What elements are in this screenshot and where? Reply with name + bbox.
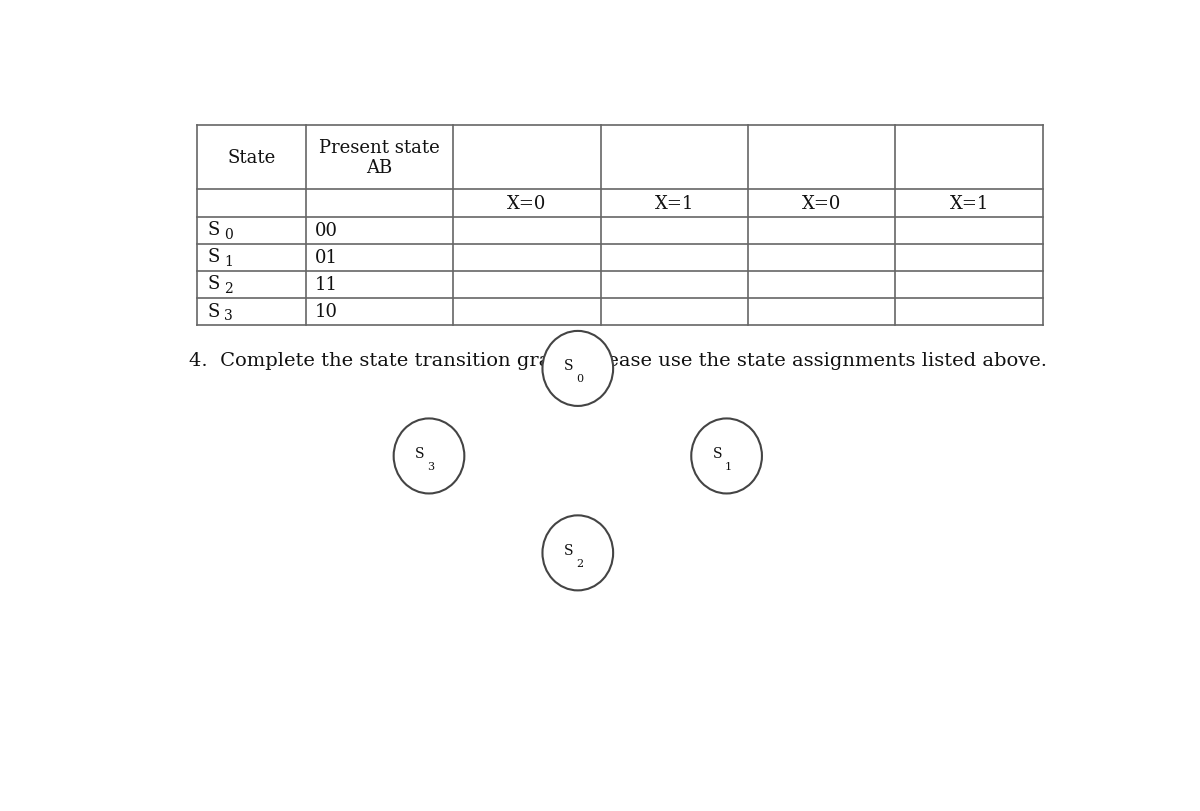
Text: 4.  Complete the state transition graph. Please use the state assignments listed: 4. Complete the state transition graph. … — [190, 351, 1048, 370]
Text: 1: 1 — [224, 255, 233, 268]
Text: X=0: X=0 — [802, 195, 841, 212]
Ellipse shape — [394, 419, 464, 494]
Text: S: S — [208, 275, 220, 293]
Text: S: S — [208, 248, 220, 266]
Text: X=1: X=1 — [949, 195, 989, 212]
Text: 0: 0 — [224, 228, 233, 242]
Text: 2: 2 — [576, 558, 583, 569]
Text: X=1: X=1 — [655, 195, 694, 212]
Text: 01: 01 — [316, 249, 338, 267]
Text: X=0: X=0 — [508, 195, 547, 212]
Text: 11: 11 — [316, 276, 338, 294]
Text: S: S — [564, 358, 574, 373]
Ellipse shape — [542, 516, 613, 590]
Ellipse shape — [691, 419, 762, 494]
Text: 2: 2 — [224, 281, 233, 295]
Text: S: S — [713, 446, 722, 461]
Text: 1: 1 — [725, 461, 732, 471]
Text: S: S — [208, 303, 220, 320]
Ellipse shape — [542, 332, 613, 406]
Text: Present state
AB: Present state AB — [319, 139, 440, 177]
Text: 0: 0 — [576, 374, 583, 384]
Text: S: S — [208, 221, 220, 239]
Text: S: S — [415, 446, 425, 461]
Text: 00: 00 — [316, 221, 338, 240]
Text: 10: 10 — [316, 303, 338, 320]
Text: S: S — [564, 543, 574, 557]
Text: 3: 3 — [224, 308, 233, 323]
Text: 3: 3 — [427, 461, 434, 471]
Text: State: State — [227, 149, 275, 167]
